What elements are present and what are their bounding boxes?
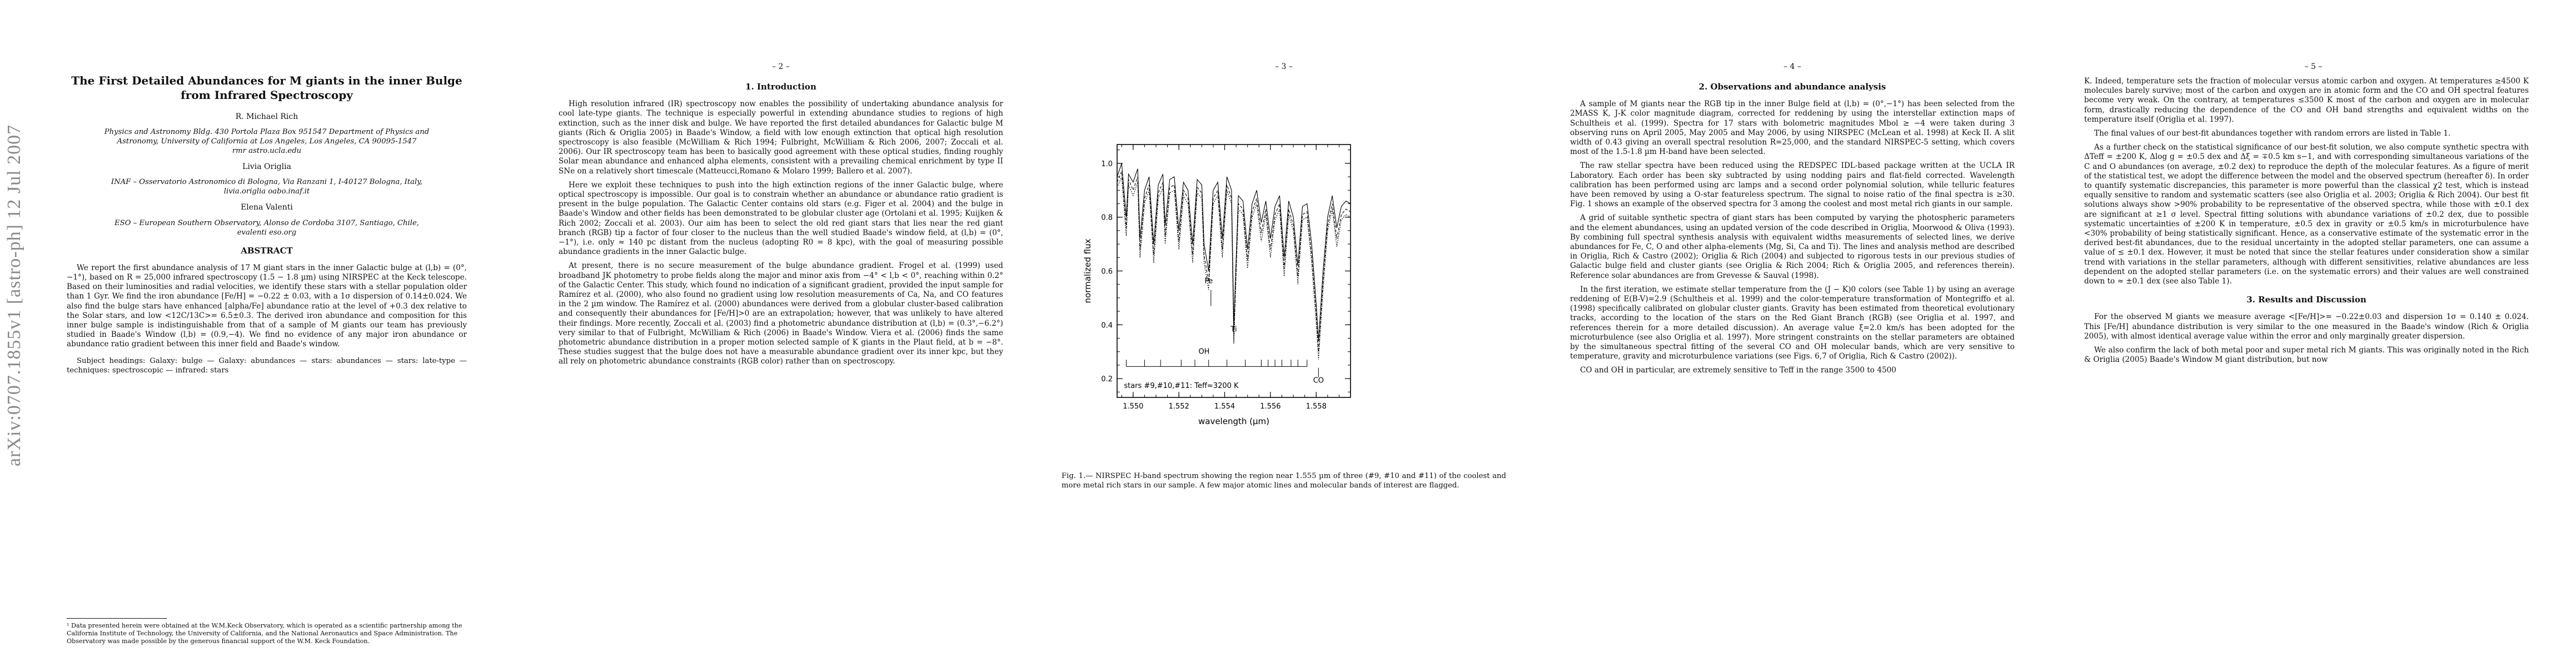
page-1-column: The First Detailed Abundances for M gian… <box>67 73 467 380</box>
x-axis-label: wavelength (µm) <box>1198 416 1269 426</box>
paragraph: The final values of our best-fit abundan… <box>2094 129 2451 138</box>
page-2: – 2 – 1. Introduction High resolution in… <box>525 0 1037 667</box>
abstract-heading: ABSTRACT <box>241 245 293 256</box>
x-tick-label: 1.552 <box>1169 402 1189 411</box>
spectrum-figure: 1.550 1.552 1.554 1.556 1.558 0.2 0.4 0.6 0.8 1.0… <box>1083 144 1351 426</box>
y-axis-label: normalized flux <box>1083 238 1093 303</box>
arxiv-id: arXiv:0707.1855v1 [astro-ph] 12 Jul 2007 <box>4 124 24 466</box>
page-number: – 4 – <box>1783 62 1801 71</box>
paragraph: The raw stellar spectra have been reduce… <box>1570 161 2015 209</box>
x-tick-label: 1.558 <box>1306 402 1327 411</box>
author-3: Elena Valenti <box>241 203 293 212</box>
y-tick-label: 1.0 <box>1101 160 1113 168</box>
plot-frame <box>1117 144 1351 398</box>
affiliation-1-line-1: Physics and Astronomy Bldg. 430 Portola … <box>104 128 430 137</box>
paragraph: A sample of M giants near the RGB tip in… <box>1570 99 2015 157</box>
paper-title-line-1: The First Detailed Abundances for M gian… <box>71 74 462 87</box>
paragraph: We also confirm the lack of both metal p… <box>2084 346 2529 365</box>
spectral-line-label: CO <box>1313 376 1324 385</box>
page-1: The First Detailed Abundances for M gian… <box>33 0 534 667</box>
paragraph: At present, there is no secure measureme… <box>559 261 1003 366</box>
affiliation-3-line-1: ESO – European Southern Observatory, Alo… <box>114 218 419 227</box>
spectral-line-label: Fe <box>1204 277 1213 285</box>
affiliation-2-line-1: INAF – Osservatorio Astronomico di Bolog… <box>111 178 423 187</box>
subject-headings: Subject headings: Galaxy: bulge — Galaxy… <box>67 356 467 375</box>
affiliation-3-email: evalenti eso.org <box>237 228 297 237</box>
spectral-line-label: OH <box>1198 348 1209 356</box>
paragraph: K. Indeed, temperature sets the fraction… <box>2084 77 2529 124</box>
paragraph: Here we exploit these techniques to push… <box>559 180 1003 257</box>
affiliation-2: INAF – Osservatorio Astronomico di Bolog… <box>67 177 467 196</box>
paragraph: For the observed M giants we measure ave… <box>2084 312 2529 341</box>
x-tick-label: 1.556 <box>1260 402 1280 411</box>
affiliation-2-email: livia.origlia oabo.inaf.it <box>223 187 310 196</box>
page-number: – 5 – <box>2304 62 2323 71</box>
paragraph: In the first iteration, we estimate stel… <box>1570 285 2015 361</box>
affiliation-1-email: rmr astro.ucla.edu <box>232 147 302 156</box>
page-4: – 4 – 2. Observations and abundance anal… <box>1537 0 2048 667</box>
author-1: R. Michael Rich <box>235 112 298 121</box>
y-tick-label: 0.8 <box>1101 214 1113 222</box>
section-heading-results: 3. Results and Discussion <box>2246 295 2366 305</box>
page-number: – 3 – <box>1275 62 1293 71</box>
y-tick-label: 0.6 <box>1101 268 1113 276</box>
page-4-column: 2. Observations and abundance analysis A… <box>1570 82 2015 380</box>
author-2: Livia Origlia <box>242 162 291 172</box>
affiliation-1: Physics and Astronomy Bldg. 430 Portola … <box>67 127 467 156</box>
abstract-text: We report the first abundance analysis o… <box>67 263 467 349</box>
y-tick-label: 0.4 <box>1101 321 1113 330</box>
section-heading-observations: 2. Observations and abundance analysis <box>1698 82 1886 92</box>
affiliation-1-line-2: Astronomy, University of California at L… <box>117 137 417 146</box>
page-5-column: K. Indeed, temperature sets the fraction… <box>2084 77 2529 369</box>
x-tick-label: 1.554 <box>1214 402 1235 411</box>
page-2-column: 1. Introduction High resolution infrared… <box>559 82 1003 371</box>
x-tick-label: 1.550 <box>1123 402 1143 411</box>
affiliation-3: ESO – European Southern Observatory, Alo… <box>67 218 467 237</box>
page-3: – 3 – 1.550 1.552 1.554 1.556 1.558 0.2 0.4 0.6… <box>1028 0 1539 667</box>
paragraph: High resolution infrared (IR) spectrosco… <box>559 99 1003 176</box>
page-5: – 5 – K. Indeed, temperature sets the fr… <box>2051 0 2576 667</box>
footnote-text: ¹ Data presented herein were obtained at… <box>67 622 462 645</box>
footnote-rule: ¹ Data presented herein were obtained at… <box>67 618 462 645</box>
paragraph: As a further check on the statistical si… <box>2084 143 2529 286</box>
section-heading-introduction: 1. Introduction <box>745 82 816 92</box>
arxiv-stamp: arXiv:0707.1855v1 [astro-ph] 12 Jul 2007 <box>3 0 26 667</box>
spectral-line-label: Ti <box>1230 325 1237 334</box>
paragraph: CO and OH in particular, are extremely s… <box>1580 366 1896 375</box>
spectrum-line-1 <box>1117 163 1351 341</box>
stars-temperature-annotation: stars #9,#10,#11: Teff≈3200 K <box>1124 382 1239 390</box>
page-number: – 2 – <box>772 62 790 71</box>
paper-title-line-2: from Infrared Spectroscopy <box>181 88 353 102</box>
figure-caption: Fig. 1.— NIRSPEC H-band spectrum showing… <box>1062 472 1506 490</box>
paragraph: A grid of suitable synthetic spectra of … <box>1570 213 2015 280</box>
y-tick-label: 0.2 <box>1101 375 1113 384</box>
